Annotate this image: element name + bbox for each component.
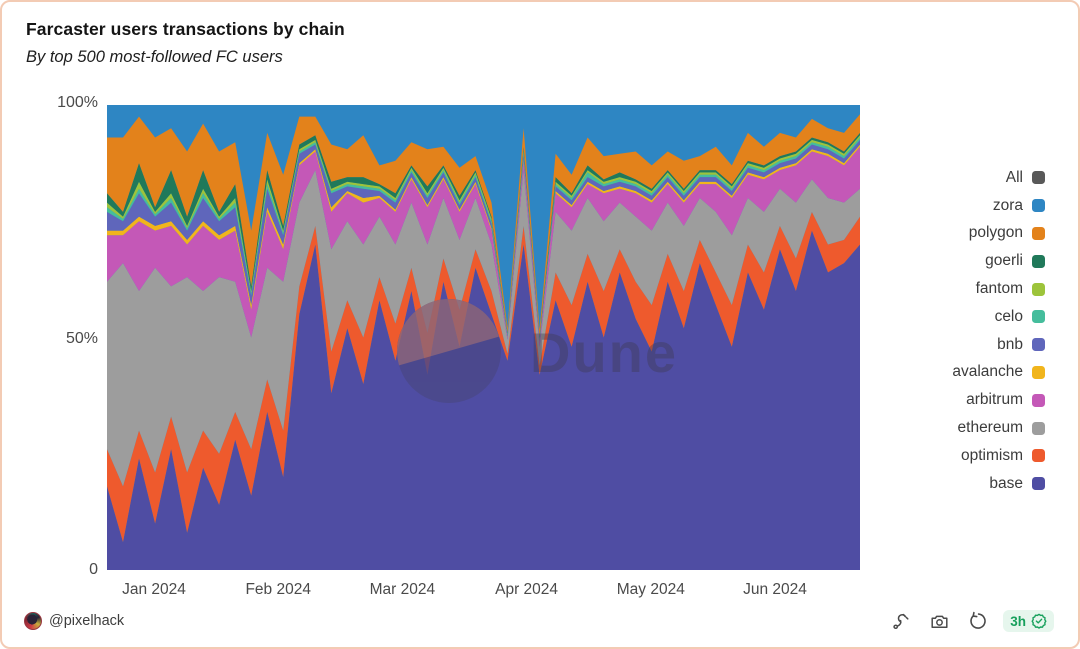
legend-swatch [1032,477,1045,491]
legend-item-ethereum[interactable]: ethereum [952,414,1045,442]
refresh-age-badge[interactable]: 3h [1003,610,1054,632]
legend-item-avalanche[interactable]: avalanche [952,359,1045,387]
camera-button[interactable] [927,609,952,634]
legend-label: ethereum [957,419,1023,437]
legend-swatch [1032,365,1045,379]
legend: All zora polygon goerli fantom celo bnb avalanc… [952,164,1045,498]
legend-swatch [1032,338,1045,352]
author-avatar[interactable] [24,612,42,630]
chart-title: Farcaster users transactions by chain [26,19,345,39]
plot-area[interactable]: Dune [107,105,860,570]
legend-swatch [1032,449,1045,463]
legend-item-bnb[interactable]: bnb [952,331,1045,359]
footer-buttons: 3h [889,609,1054,634]
legend-label: arbitrum [966,391,1023,409]
camera-icon [931,615,948,628]
legend-label: bnb [997,335,1023,353]
legend-label: fantom [975,280,1023,298]
legend-label: optimism [960,446,1023,464]
legend-swatch [1032,393,1045,407]
legend-label: goerli [985,252,1023,270]
verified-check-icon [1031,613,1047,629]
legend-swatch [1032,199,1045,213]
legend-swatch [1032,171,1045,185]
refresh-icon [970,611,987,629]
footer: @pixelhack [2,603,1078,639]
dune-watermark: Dune [397,299,678,403]
x-tick-jun-2024: Jun 2024 [743,581,807,598]
legend-item-fantom[interactable]: fantom [952,275,1045,303]
plug-icon [893,613,909,629]
y-axis-label-50: 50% [65,330,98,347]
legend-swatch [1032,310,1045,324]
legend-item-celo[interactable]: celo [952,303,1045,331]
legend-label: avalanche [952,363,1023,381]
legend-swatch [1032,282,1045,296]
legend-swatch [1032,254,1045,268]
y-axis-label-100: 100% [57,94,98,111]
legend-label: celo [994,307,1023,325]
plug-button[interactable] [889,609,914,634]
y-axis-label-0: 0 [89,561,98,578]
refresh-age-text: 3h [1010,613,1026,629]
x-tick-feb-2024: Feb 2024 [245,581,311,598]
refresh-button[interactable] [965,609,990,634]
x-tick-mar-2024: Mar 2024 [369,581,436,598]
x-tick-may-2024: May 2024 [616,581,685,598]
author: @pixelhack [24,612,124,630]
x-axis: Jan 2024 Feb 2024 Mar 2024 Apr 2024 May 2024… [107,581,860,603]
legend-item-polygon[interactable]: polygon [952,220,1045,248]
legend-item-optimism[interactable]: optimism [952,442,1045,470]
legend-item-base[interactable]: base [952,470,1045,498]
legend-swatch [1032,421,1045,435]
author-handle[interactable]: @pixelhack [49,613,125,629]
x-tick-jan-2024: Jan 2024 [122,581,186,598]
x-tick-apr-2024: Apr 2024 [495,581,559,598]
legend-label: polygon [968,224,1023,242]
legend-label: zora [992,196,1023,214]
legend-label: All [1005,168,1023,186]
legend-item-goerli[interactable]: goerli [952,247,1045,275]
svg-text:Dune: Dune [530,321,678,384]
legend-item-arbitrum[interactable]: arbitrum [952,386,1045,414]
legend-swatch [1032,226,1045,240]
plot-svg: Dune [107,105,860,570]
y-axis: 100% 50% 0 [32,2,98,647]
chart-subtitle: By top 500 most-followed FC users [26,48,283,66]
legend-item-zora[interactable]: zora [952,192,1045,220]
legend-label: base [989,474,1023,492]
legend-item-all[interactable]: All [952,164,1045,192]
